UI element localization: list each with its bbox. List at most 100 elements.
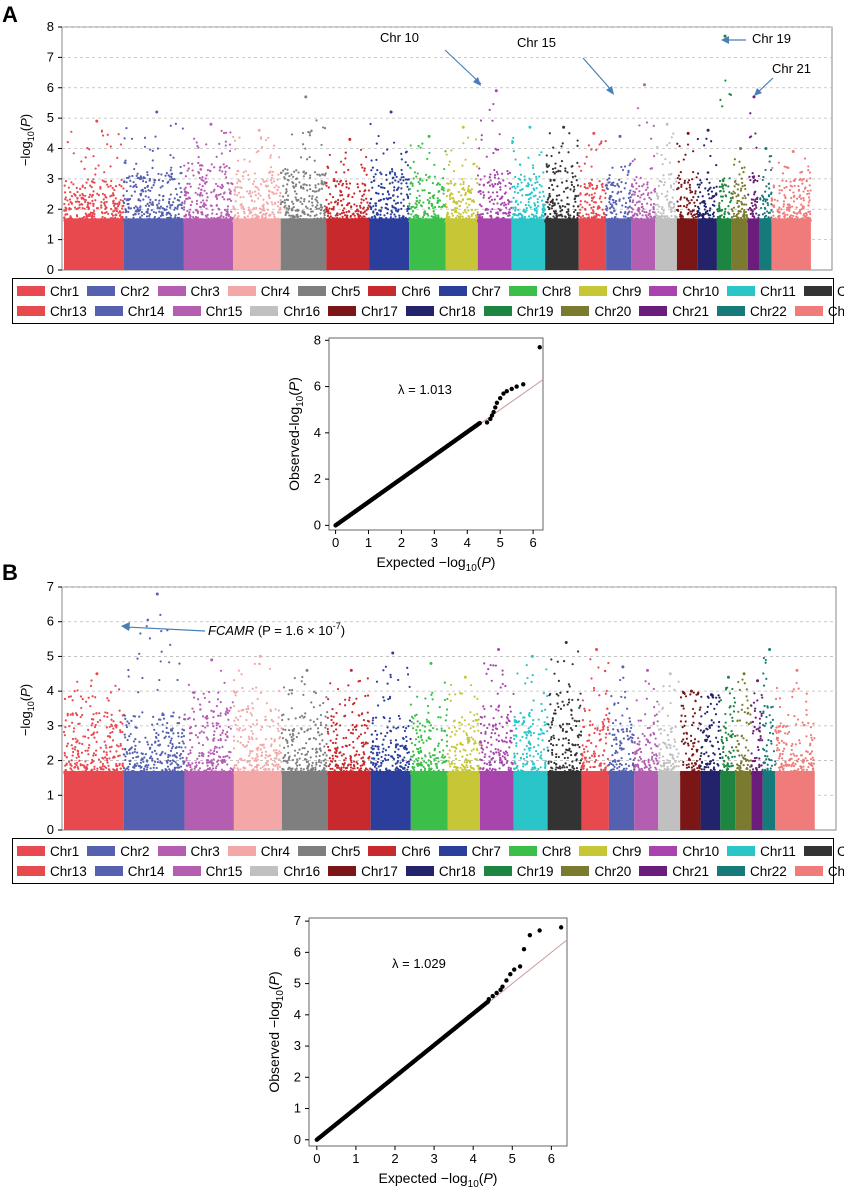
snp-point [504,203,507,206]
snp-point [103,715,106,718]
snp-point [665,194,669,197]
snp-point [90,217,93,220]
snp-point [716,219,720,223]
snp-point [699,191,702,194]
snp-point [171,177,174,180]
snp-point [646,186,649,189]
snp-point [283,219,286,222]
snp-point [500,197,503,200]
snp-point [121,722,124,725]
snp-point [461,215,464,218]
snp-point [464,191,468,194]
snp-point [313,171,317,174]
snp-point [435,216,438,219]
snp-point [385,216,388,220]
snp-point [228,198,231,201]
snp-point [225,165,228,168]
snp-point [690,199,693,202]
snp-point [643,198,646,201]
snp-point [527,198,531,201]
snp-point [617,190,620,194]
annotation-chr10: Chr 10 [380,30,419,45]
snp-point [84,200,87,203]
snp-point [293,170,296,173]
snp-point [636,209,639,212]
snp-point [378,216,381,219]
snp-point [108,746,111,749]
snp-point [327,202,330,205]
snp-point [704,205,707,208]
snp-point [144,180,148,184]
snp-point [389,213,392,216]
snp-point [115,209,118,213]
snp-point [224,144,227,147]
snp-point [628,191,631,195]
snp-point [736,216,739,219]
snp-point [304,205,308,208]
snp-point [712,211,716,214]
snp-point [709,154,712,158]
snp-point [535,212,538,215]
snp-point [764,168,767,172]
snp-point [805,214,808,217]
snp-point [254,194,257,197]
snp-point [548,186,551,190]
snp-point [237,170,240,173]
snp-point [768,217,771,220]
snp-point [343,207,346,210]
snp-point [650,216,653,219]
chr-block-9 [445,218,478,270]
legend-item-chr22: Chr22 [717,304,787,319]
snp-point [659,220,662,223]
snp-point [778,206,781,209]
snp-point [763,217,766,221]
snp-point [107,699,110,702]
snp-point [452,199,456,202]
peak-point-chr11 [528,125,532,129]
snp-point [491,219,495,223]
snp-point [447,163,451,167]
snp-point [144,204,148,207]
peak-point-chr14 [618,134,622,138]
snp-point [169,124,172,127]
legend-item-chr11: Chr11 [727,284,796,299]
snp-point [93,765,96,768]
snp-point [728,219,731,222]
snp-point [753,219,756,222]
snp-point [149,148,152,151]
snp-point [750,219,753,222]
snp-point [316,201,319,204]
snp-point [105,757,109,760]
snp-point [143,212,146,216]
chr-block-21 [747,218,760,270]
snp-point [566,171,569,174]
snp-point [424,173,428,177]
snp-point [792,179,795,182]
snp-point [415,199,418,203]
snp-point [396,195,399,198]
snp-point [183,206,186,209]
snp-point [547,164,551,167]
snp-point [780,208,783,211]
snp-point [124,159,127,162]
snp-point [663,218,666,221]
snp-point [114,218,117,222]
snp-point [751,175,754,178]
snp-point [708,220,712,223]
snp-point [665,144,669,147]
snp-point [626,220,629,223]
snp-point [287,211,290,214]
snp-point [80,196,83,200]
snp-point [131,174,134,178]
snp-point [544,220,547,223]
snp-point [576,161,579,165]
panel-label-b: B [2,560,18,585]
snp-point [157,733,160,736]
snp-point [71,712,74,715]
snp-point [127,176,130,179]
snp-point [226,205,230,208]
snp-point [340,204,344,207]
snp-point [103,193,106,197]
snp-point [252,207,256,210]
snp-point [783,211,786,214]
